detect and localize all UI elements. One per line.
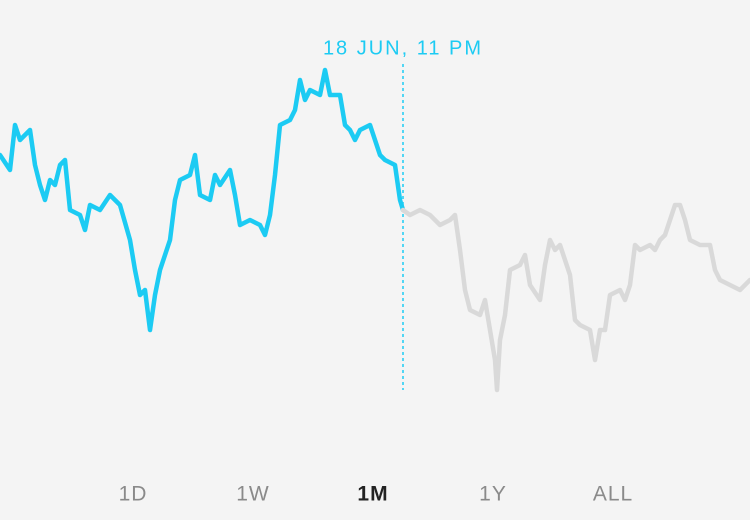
range-tab[interactable]: 1D [119, 483, 148, 506]
price-line [0, 67, 406, 333]
price-line [400, 202, 750, 393]
range-tab[interactable]: 1W [236, 483, 270, 506]
scrub-label: 18 JUN, 11 PM [323, 37, 483, 59]
range-tab[interactable]: ALL [593, 483, 633, 506]
range-tab[interactable]: 1Y [479, 483, 507, 506]
range-tab[interactable]: 1M [357, 483, 388, 506]
